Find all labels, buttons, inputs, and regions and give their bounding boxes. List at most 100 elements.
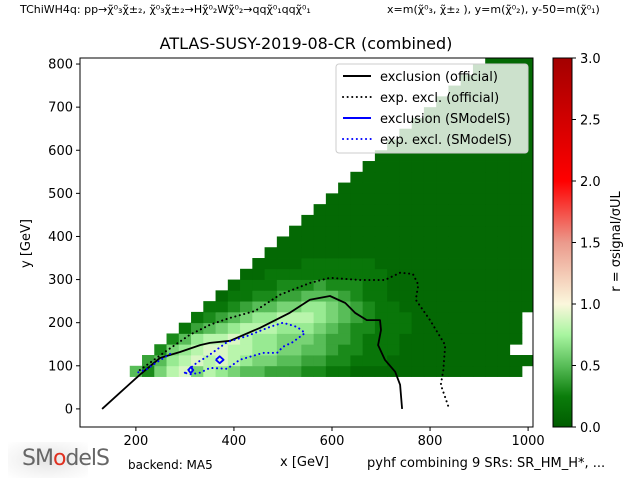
- heatmap-cell: [313, 204, 327, 216]
- heatmap-cell: [436, 247, 449, 259]
- heatmap-cell: [509, 333, 523, 345]
- heatmap-cell: [313, 333, 327, 345]
- x-tick-label: 800: [418, 434, 443, 449]
- legend-entry: exp. excl. (official): [380, 91, 499, 106]
- heatmap-cell: [448, 171, 462, 183]
- heatmap-cell: [338, 268, 351, 280]
- heatmap-cell: [387, 365, 400, 377]
- heatmap-cell: [472, 258, 486, 270]
- heatmap-cell: [240, 333, 253, 345]
- heatmap-cell: [215, 365, 229, 377]
- heatmap-cell: [362, 171, 376, 183]
- heatmap-cell: [436, 365, 449, 377]
- heatmap-cell: [460, 182, 474, 194]
- heatmap-cell: [325, 333, 339, 345]
- heatmap-cell: [472, 268, 486, 280]
- heatmap-cell: [485, 311, 498, 324]
- heatmap-cell: [350, 182, 364, 194]
- heatmap-cell: [264, 365, 278, 377]
- heatmap-cell: [191, 365, 204, 377]
- heatmap-cell: [387, 171, 400, 183]
- heatmap-cell: [460, 236, 474, 248]
- heatmap-cell: [436, 344, 449, 356]
- heatmap-cell: [338, 333, 351, 345]
- heatmap-cell: [264, 247, 278, 259]
- heatmap-cell: [276, 247, 290, 259]
- heatmap-cell: [313, 214, 327, 227]
- heatmap-cell: [338, 365, 351, 377]
- heatmap-cell: [301, 301, 315, 313]
- heatmap-cell: [374, 355, 388, 367]
- heatmap-cell: [289, 365, 302, 377]
- heatmap-cell: [521, 171, 534, 183]
- heatmap-cell: [436, 214, 449, 227]
- heatmap-cell: [497, 225, 511, 237]
- heatmap-cell: [362, 322, 376, 334]
- heatmap-cell: [362, 225, 376, 237]
- heatmap-cell: [203, 365, 216, 377]
- heatmap-cell: [276, 355, 290, 367]
- heatmap-cell: [521, 258, 534, 270]
- heatmap-cell: [509, 279, 523, 291]
- heatmap-cell: [472, 204, 486, 216]
- heatmap-cell: [472, 225, 486, 237]
- heatmap-cell: [509, 171, 523, 183]
- heatmap-cell: [338, 258, 351, 270]
- heatmap-cell: [448, 311, 462, 324]
- heatmap-cell: [497, 161, 511, 173]
- heatmap-cell: [264, 311, 278, 324]
- heatmap-cell: [497, 301, 511, 313]
- heatmap-cell: [387, 258, 400, 270]
- heatmap-cell: [411, 301, 425, 313]
- heatmap-cell: [485, 258, 498, 270]
- heatmap-cell: [472, 171, 486, 183]
- heatmap-cell: [325, 268, 339, 280]
- heatmap-cell: [497, 365, 511, 377]
- heatmap-cell: [485, 301, 498, 313]
- heatmap-cell: [387, 225, 400, 237]
- heatmap-cell: [362, 236, 376, 248]
- heatmap-cell: [203, 301, 216, 313]
- heatmap-cell: [460, 344, 474, 356]
- heatmap-cell: [399, 214, 413, 227]
- heatmap-cell: [460, 161, 474, 173]
- heatmap-cell: [240, 290, 253, 302]
- heatmap-cell: [191, 322, 204, 334]
- heatmap-cell: [411, 204, 425, 216]
- heatmap-cell: [313, 311, 327, 324]
- heatmap-cell: [240, 279, 253, 291]
- heatmap-cell: [264, 301, 278, 313]
- heatmap-cell: [252, 333, 265, 345]
- heatmap-cell: [362, 365, 376, 377]
- contour-exp-excl-official: [138, 271, 451, 410]
- x-tick-label: 1000: [512, 434, 545, 449]
- heatmap-cell: [485, 247, 498, 259]
- heatmap-cell: [350, 355, 364, 367]
- heatmap-cell: [509, 365, 523, 377]
- colorbar: [552, 57, 573, 428]
- heatmap-cell: [460, 279, 474, 291]
- logo-text: SModelS: [22, 446, 110, 471]
- y-tick-label: 100: [48, 359, 73, 374]
- heatmap-cell: [387, 301, 400, 313]
- heatmap-cell: [215, 322, 229, 334]
- heatmap-cell: [485, 322, 498, 334]
- heatmap-cell: [399, 236, 413, 248]
- heatmap-cell: [423, 182, 437, 194]
- heatmap-cell: [423, 333, 437, 345]
- heatmap-cell: [399, 311, 413, 324]
- y-tick-label: 500: [48, 187, 73, 202]
- heatmap-cell: [509, 150, 523, 162]
- colorbar-ticks: 0.0 0.5 1.0 1.5 2.0 2.5 3.0: [572, 52, 601, 436]
- contour-exp-excl-smodels: [183, 321, 306, 376]
- heatmap-cell: [289, 322, 302, 334]
- heatmap-cell: [362, 204, 376, 216]
- heatmap-cell: [350, 333, 364, 345]
- heatmap-cell: [362, 268, 376, 280]
- heatmap-cell: [166, 344, 180, 356]
- heatmap-cell: [521, 279, 534, 291]
- heatmap-cell: [178, 355, 192, 367]
- heatmap-cell: [472, 247, 486, 259]
- heatmap-cell: [240, 344, 253, 356]
- heatmap-cell: [276, 268, 290, 280]
